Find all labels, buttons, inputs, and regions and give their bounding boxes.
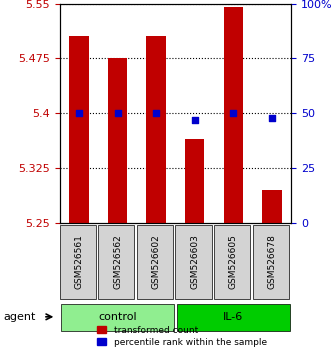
Text: GSM526605: GSM526605 (229, 234, 238, 290)
FancyBboxPatch shape (60, 225, 96, 299)
Point (76, 110, 81, 116)
Bar (69, 36, 88, 223)
FancyBboxPatch shape (177, 304, 290, 331)
Point (231, 110, 236, 116)
FancyBboxPatch shape (61, 304, 174, 331)
Title: GDS3773 / 10520633: GDS3773 / 10520633 (93, 0, 258, 1)
Text: control: control (98, 312, 137, 322)
Text: IL-6: IL-6 (223, 312, 244, 322)
Text: GSM526562: GSM526562 (113, 235, 122, 289)
Text: agent: agent (3, 312, 36, 322)
Point (154, 110, 159, 116)
FancyBboxPatch shape (175, 225, 212, 299)
Text: GSM526561: GSM526561 (74, 234, 83, 290)
Text: GSM526678: GSM526678 (267, 234, 276, 290)
FancyBboxPatch shape (137, 225, 173, 299)
FancyBboxPatch shape (98, 225, 134, 299)
Bar (262, 190, 282, 223)
Point (269, 115, 275, 120)
FancyBboxPatch shape (214, 225, 250, 299)
Point (115, 110, 120, 116)
Text: GSM526603: GSM526603 (190, 234, 199, 290)
Point (192, 117, 197, 123)
Text: GSM526602: GSM526602 (152, 235, 161, 289)
Bar (146, 36, 166, 223)
Bar (185, 139, 204, 223)
FancyBboxPatch shape (253, 225, 289, 299)
Legend: transformed count, percentile rank within the sample: transformed count, percentile rank withi… (95, 323, 269, 349)
Bar (224, 7, 243, 223)
Bar (108, 58, 127, 223)
